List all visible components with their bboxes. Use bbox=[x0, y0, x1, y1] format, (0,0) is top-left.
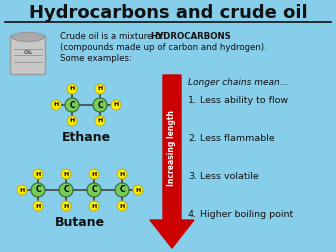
Circle shape bbox=[65, 98, 79, 112]
Circle shape bbox=[115, 183, 129, 197]
Text: (compounds made up of carbon and hydrogen).: (compounds made up of carbon and hydroge… bbox=[60, 43, 267, 52]
Text: Less flammable: Less flammable bbox=[200, 134, 275, 143]
Text: 2.: 2. bbox=[188, 134, 197, 143]
Circle shape bbox=[117, 201, 127, 211]
Circle shape bbox=[117, 169, 127, 179]
Circle shape bbox=[61, 201, 71, 211]
Text: H: H bbox=[53, 103, 58, 108]
Circle shape bbox=[33, 169, 43, 179]
Circle shape bbox=[95, 116, 105, 126]
Text: 4.: 4. bbox=[188, 210, 197, 219]
Circle shape bbox=[33, 201, 43, 211]
Text: 1.: 1. bbox=[188, 96, 197, 105]
Circle shape bbox=[89, 201, 99, 211]
Text: OIL: OIL bbox=[24, 49, 33, 54]
Text: H: H bbox=[19, 187, 25, 193]
Text: Ethane: Ethane bbox=[61, 131, 111, 144]
FancyBboxPatch shape bbox=[10, 36, 45, 75]
Circle shape bbox=[93, 98, 107, 112]
Circle shape bbox=[67, 84, 77, 94]
Text: C: C bbox=[97, 101, 103, 110]
Text: H: H bbox=[69, 118, 75, 123]
Text: Higher boiling point: Higher boiling point bbox=[200, 210, 293, 219]
Ellipse shape bbox=[12, 33, 44, 42]
Text: C: C bbox=[91, 185, 97, 195]
Text: H: H bbox=[135, 187, 141, 193]
Circle shape bbox=[31, 183, 45, 197]
Text: Less ability to flow: Less ability to flow bbox=[200, 96, 288, 105]
Polygon shape bbox=[150, 75, 194, 248]
Text: 3.: 3. bbox=[188, 172, 197, 181]
Text: H: H bbox=[64, 172, 69, 176]
Text: C: C bbox=[63, 185, 69, 195]
Text: H: H bbox=[35, 204, 41, 208]
Text: C: C bbox=[35, 185, 41, 195]
Circle shape bbox=[51, 100, 61, 110]
Text: Butane: Butane bbox=[55, 216, 105, 229]
Text: H: H bbox=[97, 118, 102, 123]
Text: Increasing length: Increasing length bbox=[168, 110, 176, 185]
Text: C: C bbox=[69, 101, 75, 110]
Text: H: H bbox=[119, 172, 125, 176]
Text: H: H bbox=[113, 103, 119, 108]
Text: H: H bbox=[91, 204, 97, 208]
Text: Crude oil is a mixture of: Crude oil is a mixture of bbox=[60, 32, 166, 41]
Text: Less volatile: Less volatile bbox=[200, 172, 259, 181]
Text: H: H bbox=[91, 172, 97, 176]
Circle shape bbox=[111, 100, 121, 110]
Text: Some examples:: Some examples: bbox=[60, 54, 132, 63]
Circle shape bbox=[87, 183, 101, 197]
Text: H: H bbox=[35, 172, 41, 176]
Text: H: H bbox=[64, 204, 69, 208]
Circle shape bbox=[17, 185, 27, 195]
Text: Longer chains mean...: Longer chains mean... bbox=[188, 78, 288, 87]
Text: HYDROCARBONS: HYDROCARBONS bbox=[151, 32, 232, 41]
Text: H: H bbox=[119, 204, 125, 208]
Circle shape bbox=[95, 84, 105, 94]
Text: H: H bbox=[97, 86, 102, 91]
Circle shape bbox=[89, 169, 99, 179]
Circle shape bbox=[67, 116, 77, 126]
Text: Hydrocarbons and crude oil: Hydrocarbons and crude oil bbox=[29, 4, 307, 22]
Text: C: C bbox=[119, 185, 125, 195]
Circle shape bbox=[59, 183, 73, 197]
Circle shape bbox=[133, 185, 143, 195]
Circle shape bbox=[61, 169, 71, 179]
Text: H: H bbox=[69, 86, 75, 91]
